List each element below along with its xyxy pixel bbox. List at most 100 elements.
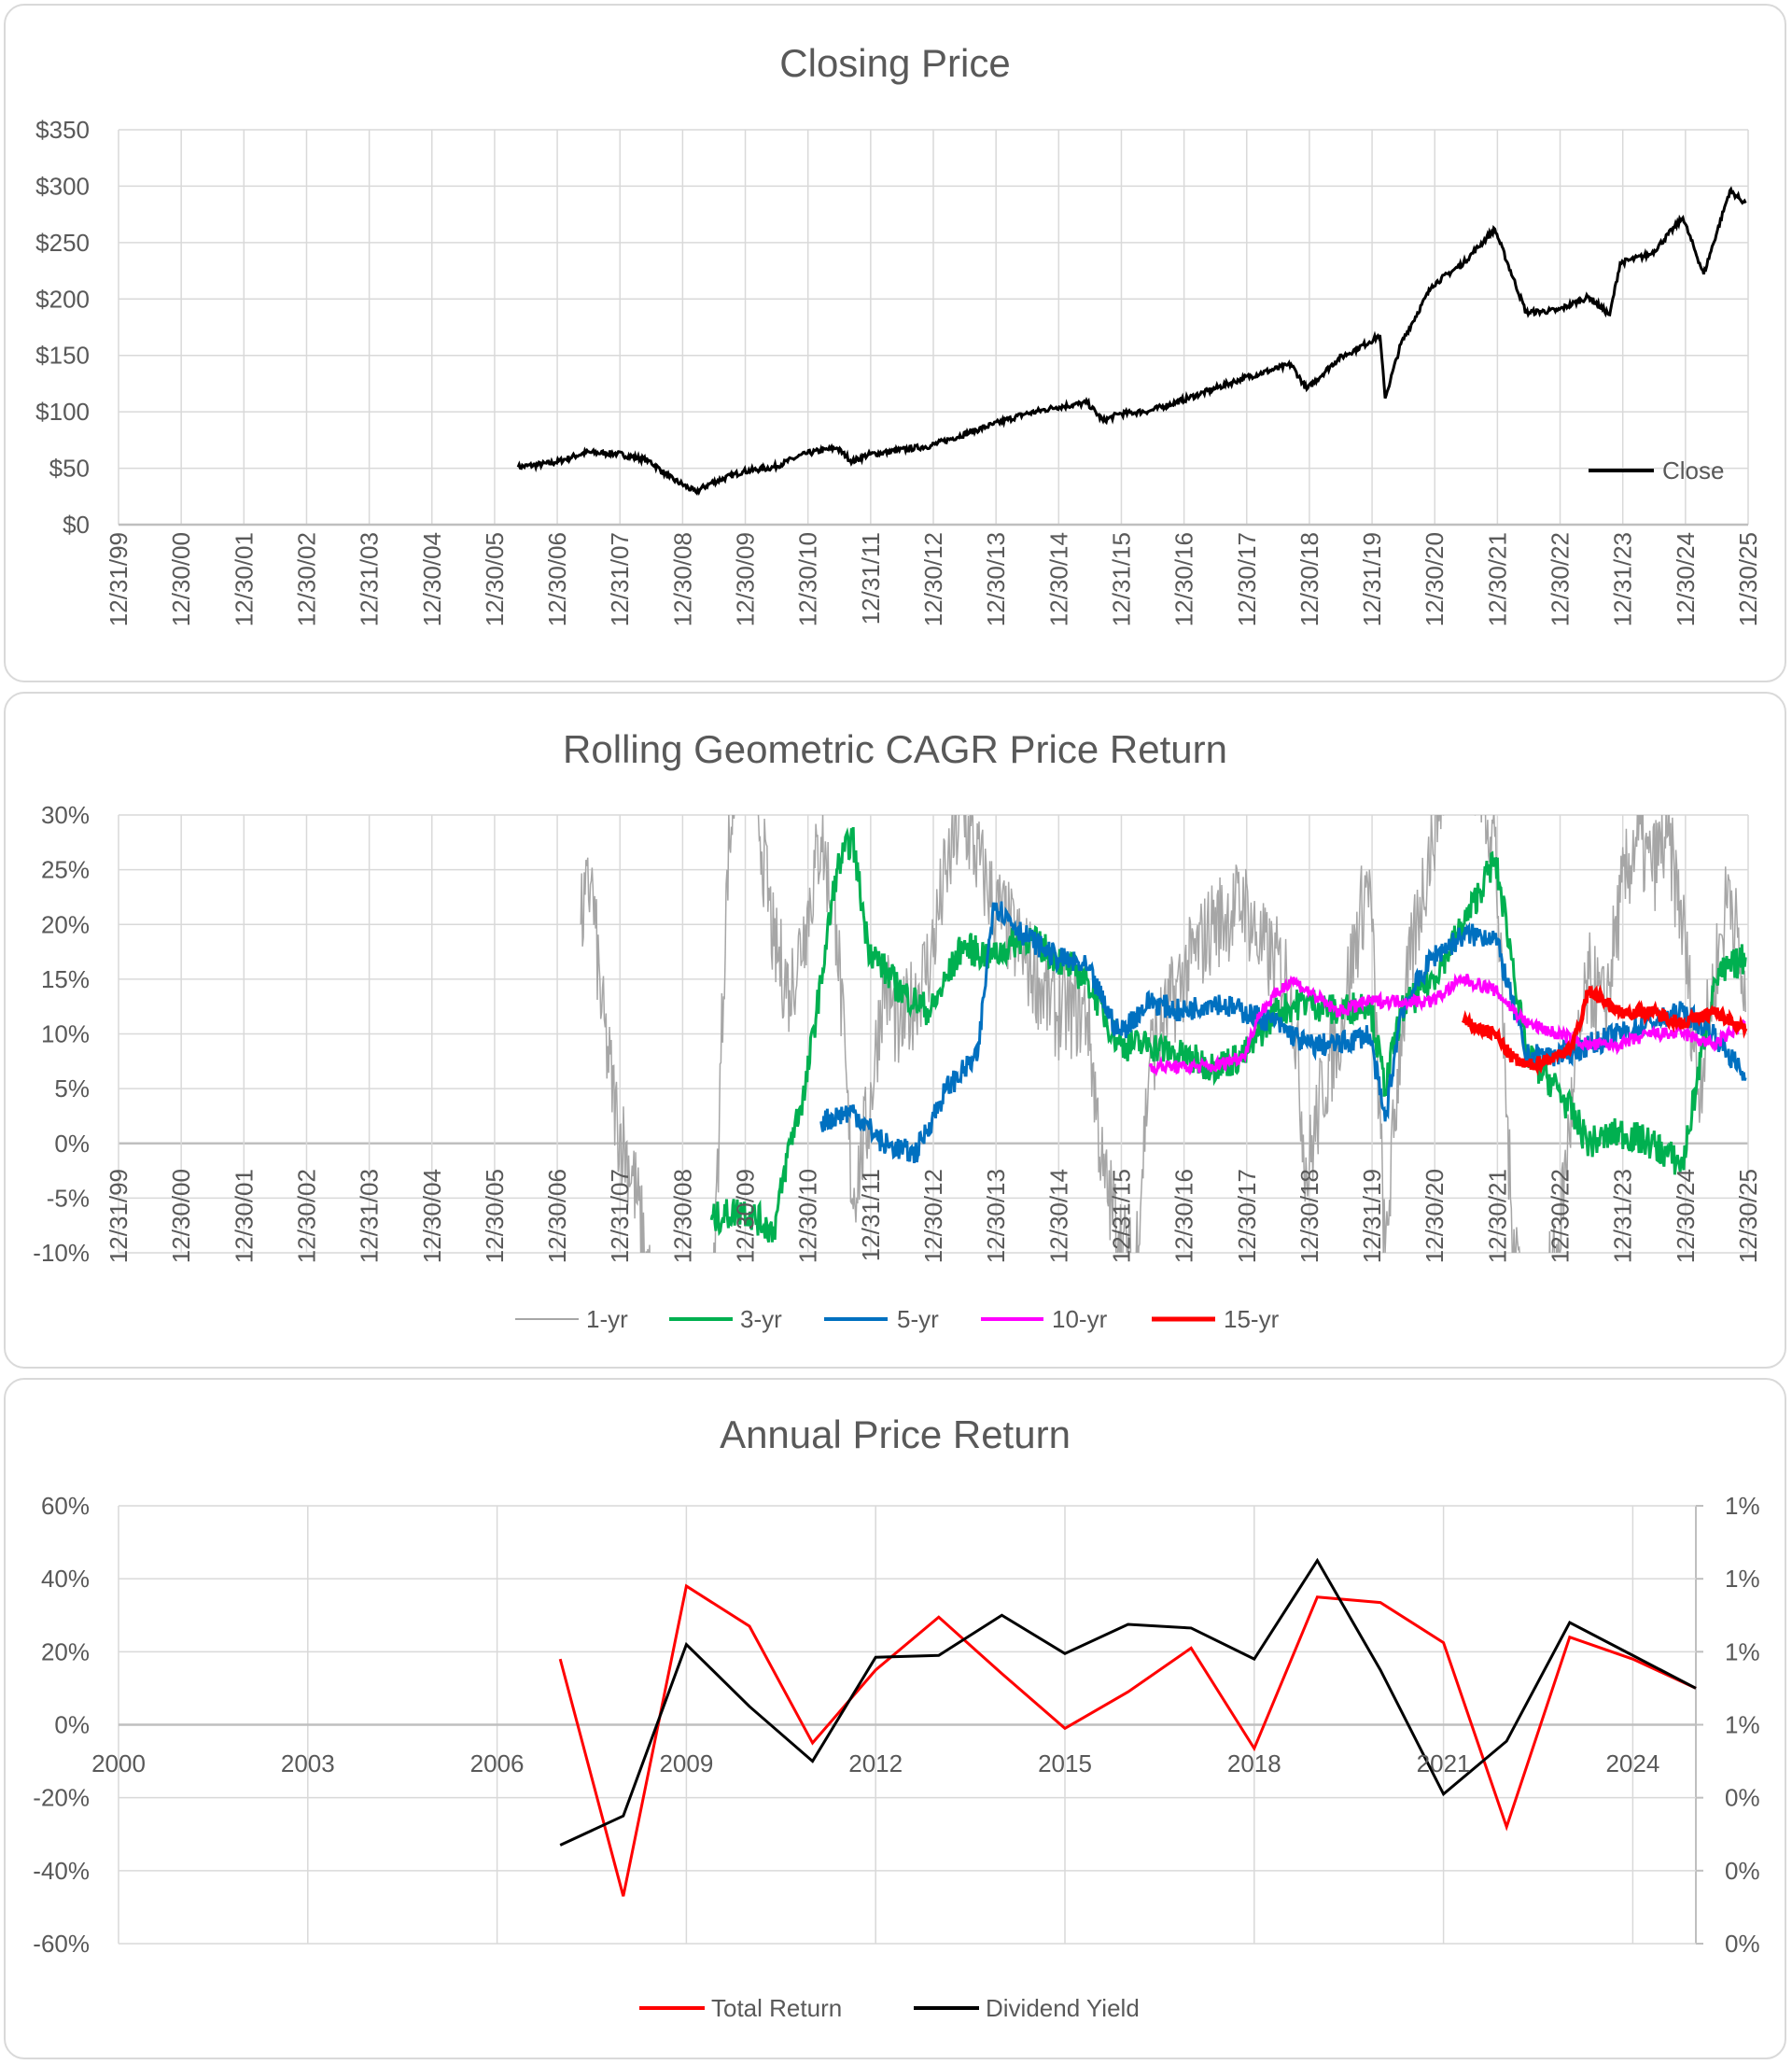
x-tick-label: 12/30/16 [1170,1169,1198,1263]
x-tick-label: 12/31/99 [105,532,133,626]
x-tick-label: 2009 [659,1749,713,1777]
x-tick-label: 12/30/22 [1547,532,1575,626]
x-tick-label: 12/30/21 [1483,1169,1511,1263]
x-tick-label: 12/30/02 [292,1169,320,1263]
x-tick-label: 12/31/11 [857,1169,885,1261]
y-tick-label: 20% [41,1637,90,1665]
legend-label-total-return: Total Return [711,1994,842,2022]
x-tick-label: 12/30/21 [1483,532,1511,626]
x-tick-label: 12/30/08 [668,532,696,626]
x-tick-label: 2000 [91,1749,146,1777]
legend-close-label: Close [1662,457,1724,485]
y2-tick-label: 1% [1725,1637,1760,1665]
x-tick-label: 12/30/04 [418,532,446,626]
series-line-10-yr [1148,973,1746,1077]
x-tick-label: 12/30/05 [481,532,509,626]
y-tick-label: $200 [35,285,90,313]
y-tick-label: 60% [41,1492,90,1520]
y-tick-label: 15% [41,965,90,993]
x-tick-label: 12/30/10 [794,1169,822,1263]
annual-return-panel: Annual Price Return [4,1378,1786,2059]
y-tick-label: -40% [33,1857,90,1885]
series-line-total-return [558,1583,1697,1897]
y2-tick-label: 1% [1725,1565,1760,1593]
x-tick-label: 12/30/25 [1734,532,1762,626]
chart-title: Rolling Geometric CAGR Price Return [563,727,1227,771]
y-tick-label: $50 [49,455,90,483]
x-tick-label: 2003 [281,1749,335,1777]
series-line-dividend-yield [559,1557,1697,1847]
x-tick-label: 12/31/07 [606,1169,634,1263]
x-tick-label: 12/30/13 [982,532,1010,626]
y-tick-label: 0% [54,1130,90,1158]
x-tick-label: 12/31/07 [606,532,634,626]
x-tick-label: 12/31/03 [356,1169,384,1263]
x-tick-label: 12/30/12 [919,1169,947,1263]
y-tick-label: 30% [41,801,90,829]
y-tick-label: $250 [35,229,90,257]
y2-tick-label: 1% [1725,1711,1760,1739]
legend-label-dividend-yield: Dividend Yield [986,1994,1140,2022]
x-tick-label: 12/30/01 [230,1169,258,1263]
y-tick-label: 40% [41,1565,90,1593]
x-tick-label: 12/30/22 [1547,1169,1575,1263]
x-tick-label: 12/31/19 [1358,1169,1386,1263]
x-tick-label: 12/30/10 [794,532,822,626]
x-tick-label: 2024 [1605,1749,1659,1777]
y2-tick-label: 1% [1725,1492,1760,1520]
y-tick-label: 25% [41,856,90,884]
y-tick-label: 10% [41,1020,90,1048]
x-tick-label: 12/31/11 [857,532,885,625]
close-series-line [516,186,1747,497]
x-tick-label: 12/30/20 [1421,1169,1449,1263]
x-tick-label: 12/30/24 [1672,1169,1700,1263]
x-tick-label: 12/30/14 [1044,532,1072,626]
y-tick-label: $300 [35,172,90,200]
x-tick-label: 12/30/00 [167,1169,195,1263]
x-tick-label: 12/30/18 [1295,532,1323,626]
y2-tick-label: 0% [1725,1857,1760,1885]
x-tick-label: 12/30/06 [543,1169,571,1263]
x-tick-label: 12/30/12 [919,532,947,626]
legend-label-1-yr: 1-yr [586,1305,628,1333]
y-tick-label: -20% [33,1784,90,1812]
closing-price-panel: Closing Price [4,4,1786,682]
x-tick-label: 2018 [1227,1749,1281,1777]
x-tick-label: 12/30/24 [1672,532,1700,626]
y-tick-label: -60% [33,1930,90,1958]
x-tick-label: 2012 [848,1749,903,1777]
x-tick-label: 12/31/03 [356,532,384,626]
y2-tick-label: 0% [1725,1930,1760,1958]
y-tick-label: 20% [41,910,90,938]
series-line-3-yr [709,826,1747,1243]
x-tick-label: 12/30/18 [1295,1169,1323,1263]
x-tick-label: 12/30/05 [481,1169,509,1263]
x-tick-label: 12/30/17 [1233,532,1261,626]
x-tick-label: 2015 [1038,1749,1092,1777]
x-tick-label: 12/30/00 [167,532,195,626]
legend-label-3-yr: 3-yr [740,1305,782,1333]
chart-title: Closing Price [779,41,1011,85]
legend-label-5-yr: 5-yr [897,1305,939,1333]
x-tick-label: 12/31/99 [105,1169,133,1263]
y-tick-label: 5% [54,1075,90,1103]
x-tick-label: 12/30/14 [1044,1169,1072,1263]
series-line-5-yr [819,901,1747,1164]
x-tick-label: 12/30/04 [418,1169,446,1263]
y-tick-label: 0% [54,1711,90,1739]
x-tick-label: 12/31/15 [1107,532,1135,626]
y-tick-label: -5% [47,1184,90,1212]
y2-tick-label: 0% [1725,1784,1760,1812]
legend-label-15-yr: 15-yr [1224,1305,1280,1333]
chart-title: Annual Price Return [720,1412,1071,1456]
x-tick-label: 12/30/08 [668,1169,696,1263]
y-tick-label: -10% [33,1239,90,1267]
x-tick-label: 12/31/23 [1609,532,1637,626]
x-tick-label: 12/30/20 [1421,532,1449,626]
x-tick-label: 2021 [1417,1749,1471,1777]
x-tick-label: 12/31/19 [1358,532,1386,626]
x-tick-label: 12/30/13 [982,1169,1010,1263]
legend-label-10-yr: 10-yr [1052,1305,1108,1333]
x-tick-label: 12/31/15 [1107,1169,1135,1263]
